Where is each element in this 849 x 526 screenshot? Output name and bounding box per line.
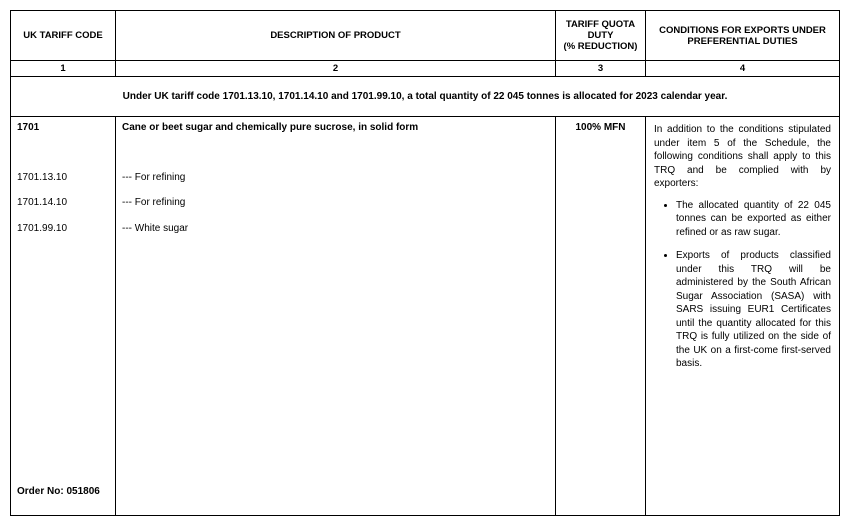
desc-sub2: --- For refining (122, 197, 185, 208)
conditions-list: The allocated quantity of 22 045 tonnes … (654, 199, 831, 371)
column-number-row: 1 2 3 4 (11, 61, 840, 77)
description-cell: Cane or beet sugar and chemically pure s… (116, 117, 556, 516)
desc-main: Cane or beet sugar and chemically pure s… (122, 122, 418, 133)
desc-sub3: --- White sugar (122, 223, 188, 234)
header-tariff-code: UK TARIFF CODE (11, 11, 116, 61)
colnum-1: 1 (11, 61, 116, 77)
condition-item-1: The allocated quantity of 22 045 tonnes … (676, 199, 831, 240)
header-quota-duty: TARIFF QUOTA DUTY (% REDUCTION) (556, 11, 646, 61)
duty-cell: 100% MFN (556, 117, 646, 516)
condition-item-2: Exports of products classified under thi… (676, 249, 831, 371)
colnum-3: 3 (556, 61, 646, 77)
code-sub2: 1701.14.10 (17, 197, 67, 208)
header-row: UK TARIFF CODE DESCRIPTION OF PRODUCT TA… (11, 11, 840, 61)
conditions-cell: In addition to the conditions stipulated… (646, 117, 840, 516)
data-row: 1701 1701.13.10 1701.14.10 1701.99.10 Or… (11, 117, 840, 516)
colnum-4: 4 (646, 61, 840, 77)
header-conditions: CONDITIONS FOR EXPORTS UNDER PREFERENTIA… (646, 11, 840, 61)
desc-sub1: --- For refining (122, 172, 185, 183)
tariff-code-cell: 1701 1701.13.10 1701.14.10 1701.99.10 Or… (11, 117, 116, 516)
allocation-note-row: Under UK tariff code 1701.13.10, 1701.14… (11, 77, 840, 117)
header-description: DESCRIPTION OF PRODUCT (116, 11, 556, 61)
colnum-2: 2 (116, 61, 556, 77)
tariff-table: UK TARIFF CODE DESCRIPTION OF PRODUCT TA… (10, 10, 840, 516)
conditions-intro: In addition to the conditions stipulated… (654, 124, 831, 189)
order-number: Order No: 051806 (17, 486, 100, 497)
allocation-note: Under UK tariff code 1701.13.10, 1701.14… (11, 77, 840, 117)
code-sub3: 1701.99.10 (17, 223, 67, 234)
code-main: 1701 (17, 122, 39, 133)
code-sub1: 1701.13.10 (17, 172, 67, 183)
